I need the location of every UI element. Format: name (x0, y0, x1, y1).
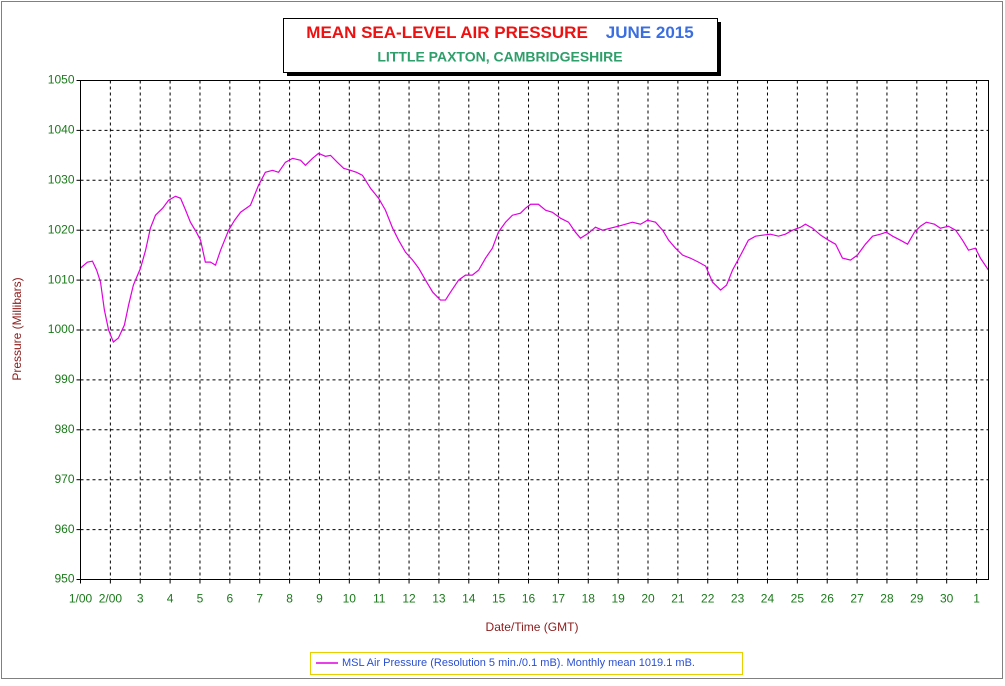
x-tick-label: 28 (880, 592, 894, 606)
x-tick-label: 2/00 (99, 592, 123, 606)
x-tick-label: 26 (821, 592, 835, 606)
x-tick-label: 21 (671, 592, 685, 606)
y-tick-label: 990 (54, 372, 74, 386)
legend-label: MSL Air Pressure (Resolution 5 min./0.1 … (342, 657, 695, 669)
grid: 9509609709809901000101010201030104010501… (48, 73, 989, 606)
x-tick-label: 24 (761, 592, 775, 606)
x-tick-label: 10 (343, 592, 357, 606)
y-tick-label: 1020 (48, 222, 75, 236)
x-tick-label: 16 (522, 592, 536, 606)
y-tick-label: 970 (54, 472, 74, 486)
title-box (283, 18, 718, 73)
legend-box (310, 652, 743, 675)
x-tick-label: 20 (641, 592, 655, 606)
x-tick-label: 3 (137, 592, 144, 606)
x-tick-label: 23 (731, 592, 745, 606)
pressure-line (80, 152, 989, 343)
x-tick-label: 7 (256, 592, 263, 606)
chart-subtitle: LITTLE PAXTON, CAMBRIDGESHIRE (377, 49, 622, 65)
x-tick-label: 30 (940, 592, 954, 606)
x-tick-label: 18 (582, 592, 596, 606)
x-axis-label: Date/Time (GMT) (486, 620, 579, 634)
x-tick-label: 6 (226, 592, 233, 606)
x-tick-label: 15 (492, 592, 506, 606)
y-tick-label: 1040 (48, 123, 75, 137)
title-period: JUNE 2015 (606, 23, 694, 42)
y-tick-label: 960 (54, 522, 74, 536)
x-tick-label: 9 (316, 592, 323, 606)
y-tick-label: 1030 (48, 172, 75, 186)
plot (80, 152, 989, 343)
x-tick-label: 25 (791, 592, 805, 606)
x-tick-label: 14 (462, 592, 476, 606)
y-tick-label: 1050 (48, 73, 75, 87)
chart-title: MEAN SEA-LEVEL AIR PRESSURE JUNE 2015 (306, 23, 693, 42)
x-tick-label: 4 (167, 592, 174, 606)
x-tick-label: 5 (197, 592, 204, 606)
x-tick-label: 8 (286, 592, 293, 606)
x-tick-label: 27 (850, 592, 864, 606)
y-axis-label: Pressure (Millibars) (10, 277, 24, 380)
x-tick-label: 17 (552, 592, 566, 606)
y-tick-label: 1010 (48, 272, 75, 286)
x-tick-label: 12 (402, 592, 416, 606)
y-tick-label: 1000 (48, 322, 75, 336)
plot-border (80, 80, 989, 580)
y-tick-label: 950 (54, 572, 74, 586)
x-tick-label: 1/00 (69, 592, 93, 606)
x-tick-label: 1 (973, 592, 980, 606)
y-tick-label: 980 (54, 422, 74, 436)
title-main: MEAN SEA-LEVEL AIR PRESSURE (306, 23, 588, 42)
legend: MSL Air Pressure (Resolution 5 min./0.1 … (316, 657, 695, 669)
x-tick-label: 29 (910, 592, 924, 606)
x-tick-label: 19 (611, 592, 625, 606)
x-tick-label: 11 (373, 592, 386, 606)
x-tick-label: 13 (432, 592, 446, 606)
x-tick-label: 22 (701, 592, 715, 606)
